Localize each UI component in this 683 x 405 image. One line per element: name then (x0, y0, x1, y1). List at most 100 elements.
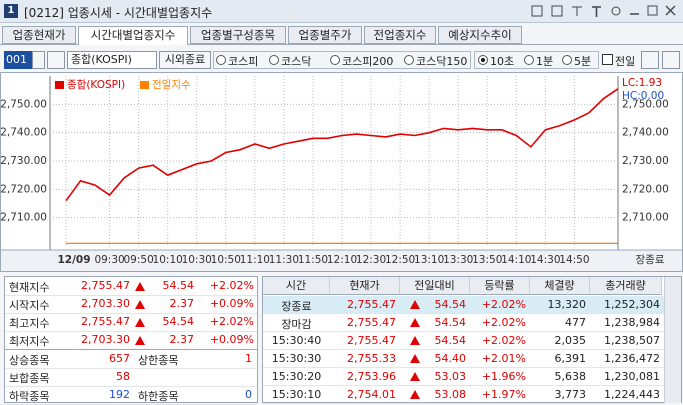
x-tick-label: 14:50 (559, 254, 589, 266)
cell: 54.54 (434, 298, 467, 311)
tab[interactable]: 전업종지수 (364, 26, 436, 44)
stat-label: 상한종목 (138, 354, 179, 367)
rate: +2.02% (209, 279, 254, 292)
up-arrow (135, 336, 145, 345)
cell: 장마감 (281, 318, 312, 331)
icon[interactable] (551, 5, 563, 17)
x-tick-label: 12:10 (327, 254, 357, 266)
tab[interactable]: 업종별구성종목 (190, 26, 286, 44)
legend-label: 전일지수 (152, 78, 191, 91)
settings-button[interactable] (662, 51, 680, 69)
radio[interactable] (478, 55, 488, 65)
x-tick-label: 09:30 (94, 254, 124, 266)
row-divider (5, 331, 257, 332)
x-tick-label: 11:50 (298, 254, 328, 266)
dropdown[interactable] (32, 51, 45, 69)
stat-value: 1 (245, 352, 252, 365)
up-arrow (135, 300, 145, 309)
close[interactable] (665, 5, 676, 16)
cell: 2,755.33 (347, 352, 396, 365)
tab[interactable]: 업종별주가 (288, 26, 362, 44)
cell: 2,755.47 (347, 334, 396, 347)
maximize[interactable] (647, 5, 658, 16)
radio-label[interactable]: 코스피200 (342, 55, 394, 68)
icon[interactable] (531, 5, 543, 17)
up-arrow (410, 390, 420, 399)
radio-label[interactable]: 코스피 (228, 55, 259, 68)
change: 54.54 (162, 279, 195, 292)
stats-box (5, 349, 257, 350)
window-number: 1 (4, 4, 18, 18)
row-label: 최저지수 (9, 335, 50, 348)
cell: 2,753.96 (347, 370, 396, 383)
rate: +0.09% (209, 333, 254, 346)
cell: 15:30:30 (271, 352, 322, 365)
cell: 15:30:20 (271, 370, 322, 383)
rate: +2.02% (209, 315, 254, 328)
stat-label: 하한종목 (138, 390, 179, 403)
radio-label[interactable]: 1분 (536, 55, 554, 68)
window-controls[interactable] (530, 4, 680, 19)
code-input[interactable]: 001 (4, 51, 32, 69)
cell: 1,230,081 (604, 370, 660, 383)
radio[interactable] (216, 55, 226, 65)
search-button[interactable] (47, 51, 65, 69)
tab[interactable]: 업종현재가 (2, 26, 76, 44)
column-header: 현재가 (330, 277, 400, 295)
y-tick-label: 2,710.00 (622, 212, 669, 224)
radio-label[interactable]: 10초 (490, 55, 515, 68)
radio[interactable] (404, 55, 414, 65)
icon[interactable] (611, 6, 621, 16)
up-arrow (410, 372, 420, 381)
icon[interactable] (592, 6, 601, 17)
change: 54.54 (162, 315, 195, 328)
radio[interactable] (562, 55, 572, 65)
stat-value: 192 (109, 388, 130, 401)
y-tick-label: 2,750.00 (622, 98, 669, 110)
cell: +2.02% (481, 334, 526, 347)
x-axis-end-label: 장종료 (636, 254, 665, 266)
cell: 2,755.47 (347, 316, 396, 329)
x-tick-label: 13:10 (414, 254, 444, 266)
cell: +1.97% (481, 388, 526, 401)
checkbox[interactable] (602, 54, 613, 65)
checkbox-label[interactable]: 전일 (615, 55, 636, 68)
tab[interactable]: 시간대별업종지수 (78, 26, 188, 45)
cell: 53.03 (434, 370, 467, 383)
tab[interactable]: 예상지수추이 (438, 26, 522, 44)
column-header: 전일대비 (400, 277, 470, 295)
legend-swatch (55, 81, 64, 89)
radio[interactable] (524, 55, 534, 65)
icon[interactable] (572, 6, 582, 16)
radio-label[interactable]: 5분 (574, 55, 592, 68)
up-arrow (135, 282, 145, 291)
change: 2.37 (169, 333, 195, 346)
row-divider (5, 368, 257, 369)
cell: 2,755.47 (347, 298, 396, 311)
column-header: 등락률 (470, 277, 530, 295)
line-series (65, 88, 619, 202)
cell: 6,391 (554, 352, 587, 365)
radio-label[interactable]: 코스닥 (281, 55, 312, 68)
refresh-button[interactable] (641, 51, 659, 69)
radio-label[interactable]: 코스닥150 (416, 55, 468, 68)
legend-swatch (140, 81, 149, 89)
up-arrow (410, 336, 420, 345)
y-tick-label: 2,740.00 (622, 127, 669, 139)
button[interactable]: 시외종료 (159, 51, 211, 69)
chart: 2,710.00 2,710.00 2,720.00 2,720.00 2,730.00… (0, 76, 682, 271)
radio[interactable] (330, 55, 340, 65)
cell: +1.96% (481, 370, 526, 383)
cell: +2.02% (481, 316, 526, 329)
cell: 2,035 (554, 334, 587, 347)
cell: 15:30:10 (271, 388, 322, 401)
x-tick-label: 10:50 (211, 254, 241, 266)
x-tick-label: 09:50 (123, 254, 153, 266)
radio[interactable] (269, 55, 279, 65)
scrollbar[interactable] (664, 277, 681, 403)
tab-bar (0, 44, 683, 45)
x-tick-label: 14:10 (501, 254, 531, 266)
cell: 54.54 (434, 334, 467, 347)
x-tick-label: 12:30 (356, 254, 386, 266)
row-divider (263, 403, 664, 404)
